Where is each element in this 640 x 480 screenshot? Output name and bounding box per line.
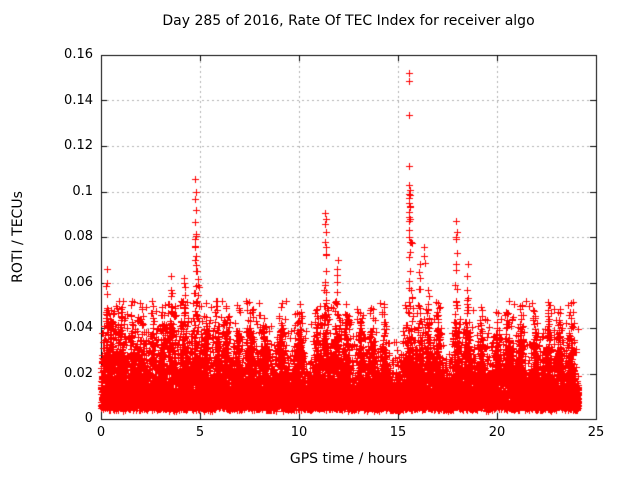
y-tick-label: 0.16 bbox=[64, 47, 93, 62]
x-tick-label: 25 bbox=[587, 425, 605, 440]
x-tick-label: 15 bbox=[389, 425, 407, 440]
y-tick-label: 0.1 bbox=[72, 183, 93, 199]
y-tick-label: 0.12 bbox=[64, 138, 93, 153]
x-tick-label: 20 bbox=[488, 425, 506, 440]
x-axis-label: GPS time / hours bbox=[289, 451, 408, 467]
chart-title: Day 285 of 2016, Rate Of TEC Index for r… bbox=[162, 13, 535, 29]
y-tick-label: 0.04 bbox=[64, 320, 93, 335]
y-tick-label: 0 bbox=[84, 411, 93, 426]
x-tick-label: 0 bbox=[96, 425, 106, 440]
x-tick-label: 5 bbox=[195, 425, 205, 440]
y-axis-label-text: ROTI / TECUs bbox=[10, 191, 26, 283]
y-tick-label: 0.06 bbox=[64, 274, 93, 290]
y-tick-label: 0.14 bbox=[64, 92, 93, 108]
y-tick-label: 0.08 bbox=[64, 229, 93, 244]
x-tick-label: 10 bbox=[290, 425, 308, 440]
y-tick-label: 0.02 bbox=[64, 365, 93, 381]
